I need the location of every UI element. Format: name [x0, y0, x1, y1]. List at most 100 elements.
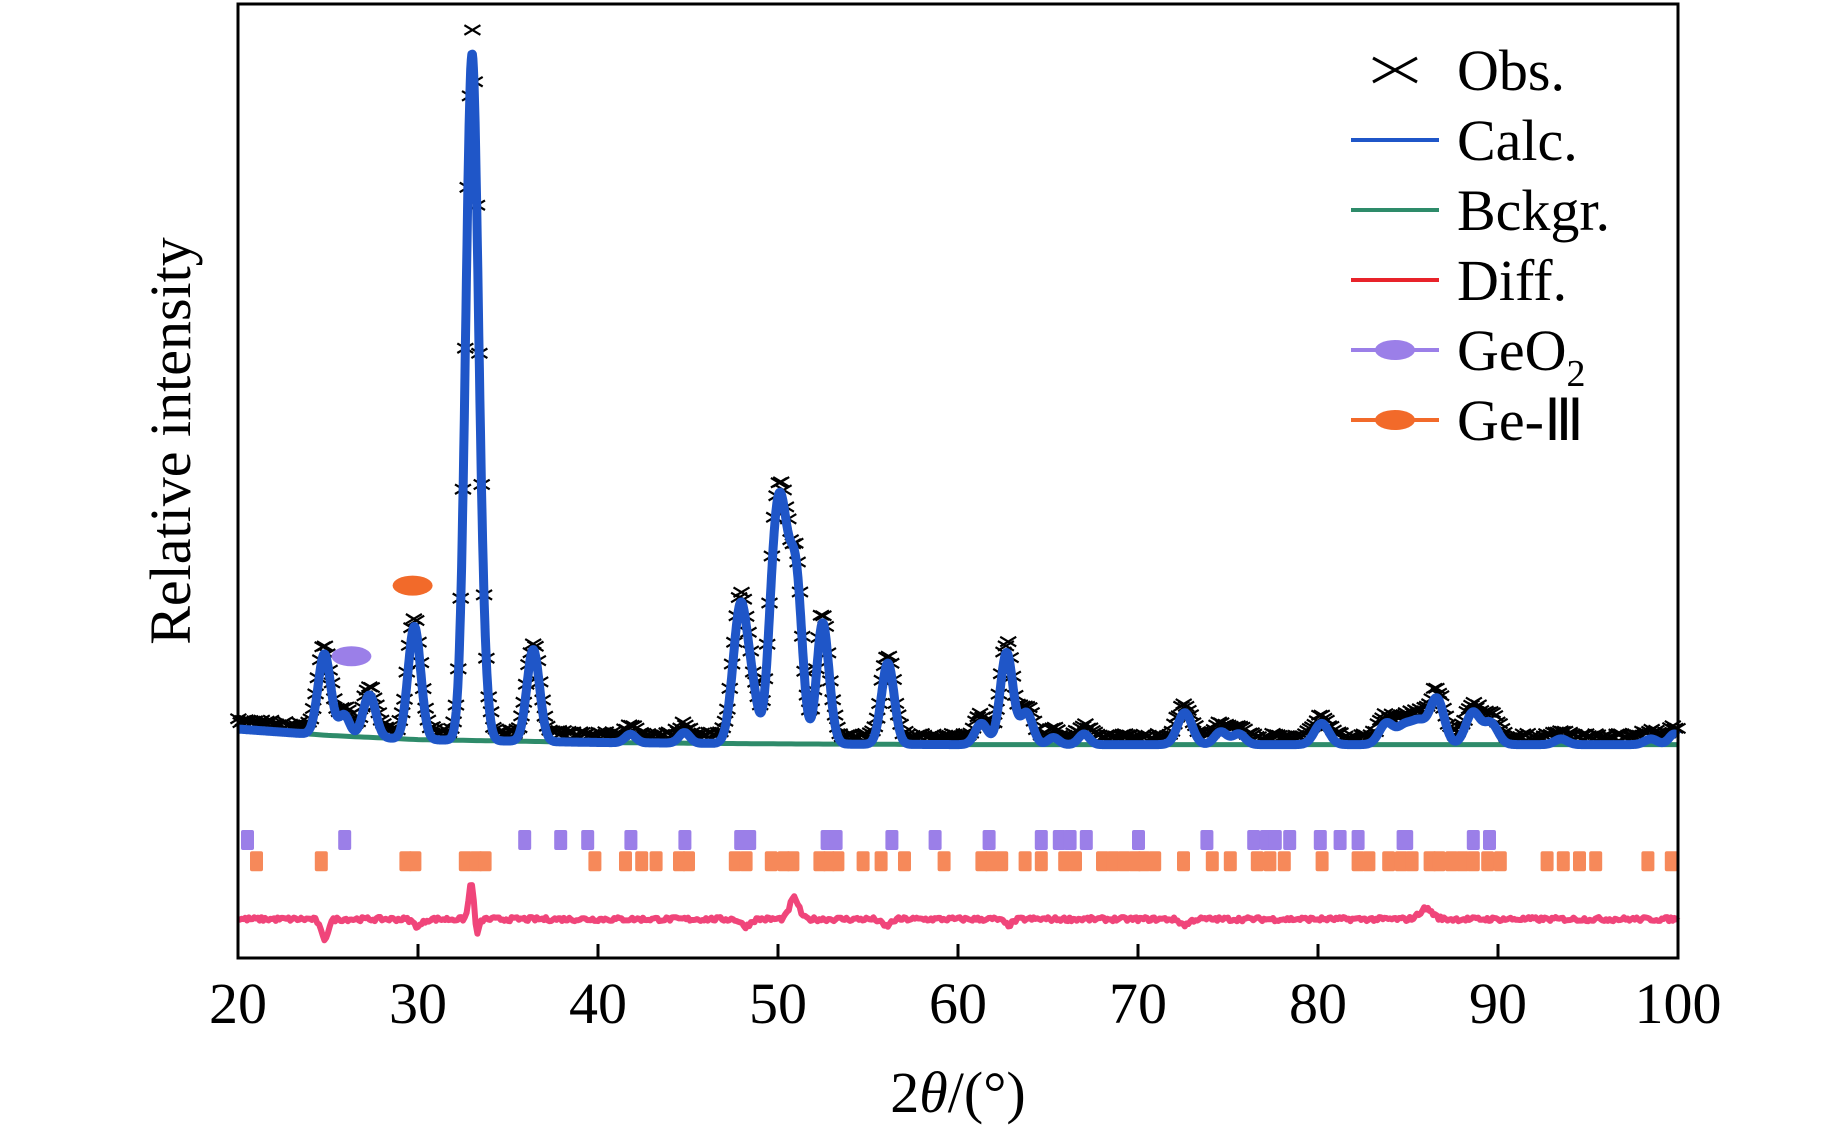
reflection-tick	[1148, 851, 1162, 872]
x-tick-label: 80	[1289, 971, 1347, 1036]
reflection-tick	[1283, 830, 1297, 850]
reflection-tick	[1106, 851, 1120, 872]
legend-label: Diff.	[1457, 248, 1567, 313]
reflection-tick	[649, 851, 663, 872]
phase-annotation-layer	[331, 575, 433, 667]
reflection-tick	[829, 830, 843, 850]
x-title-suffix: /(°)	[948, 1060, 1026, 1125]
reflection-ticks-ge-	[250, 851, 1678, 872]
reflection-tick	[314, 851, 328, 872]
reflection-tick	[250, 851, 263, 872]
reflection-tick	[1664, 851, 1678, 872]
reflection-tick	[1079, 830, 1093, 850]
x-tick-label: 30	[389, 971, 447, 1036]
reflection-tick	[739, 851, 753, 872]
reflection-tick	[1313, 830, 1327, 850]
x-tick-label: 40	[569, 971, 627, 1036]
legend-entry: Diff.	[1351, 248, 1567, 313]
reflection-tick	[995, 851, 1009, 872]
reflection-tick	[984, 851, 998, 872]
reflection-tick	[1018, 851, 1032, 872]
reflection-tick	[874, 851, 888, 872]
legend-ellipse-icon	[1375, 340, 1415, 360]
x-axis: 20 30 40 50 60 70 80 90 100	[209, 944, 1722, 1036]
reflection-tick	[241, 830, 254, 850]
legend-label-main: GeO	[1457, 318, 1567, 383]
observed-point	[999, 635, 1017, 648]
reflection-tick	[1052, 830, 1066, 850]
reflection-tick	[1445, 851, 1459, 872]
observed-point	[463, 24, 481, 36]
difference-curve	[236, 882, 1681, 944]
phase-marker-ge-	[392, 575, 433, 596]
reflection-tick	[856, 851, 870, 872]
legend-label-main: Calc.	[1457, 108, 1578, 173]
reflection-tick	[458, 851, 472, 872]
reflection-tick	[1200, 830, 1214, 850]
reflection-tick	[728, 851, 742, 872]
reflection-tick	[1333, 830, 1347, 850]
reflection-tick	[1137, 851, 1151, 872]
reflection-tick	[1382, 851, 1396, 872]
legend-label-subscript: 2	[1567, 353, 1586, 395]
reflection-tick	[1556, 851, 1570, 872]
reflection-tick	[518, 830, 532, 850]
reflection-tick	[1589, 851, 1603, 872]
reflection-tick	[1250, 851, 1264, 872]
legend-label-main: Ge-Ⅲ	[1457, 388, 1584, 453]
reflection-tick	[1277, 851, 1291, 872]
reflection-tick	[1466, 851, 1480, 872]
legend-label: Calc.	[1457, 108, 1578, 173]
observed-point	[674, 716, 692, 728]
reflection-tick	[1205, 851, 1219, 872]
legend-entry: GeO2	[1351, 318, 1586, 395]
reflection-tick	[1483, 830, 1496, 850]
reflection-tick	[1063, 830, 1077, 850]
legend-entry: Obs.	[1372, 38, 1565, 103]
reflection-tick	[1351, 851, 1365, 872]
x-tick-label: 70	[1109, 971, 1167, 1036]
reflection-tick	[1493, 851, 1507, 872]
reflection-tick	[1177, 851, 1190, 872]
legend-label: GeO2	[1457, 318, 1586, 395]
reflection-tick	[1394, 851, 1408, 872]
legend-x-icon	[1372, 56, 1418, 84]
reflection-tick	[1481, 851, 1495, 872]
observed-point	[1484, 706, 1502, 719]
legend-label-main: Obs.	[1457, 38, 1565, 103]
reflection-tick	[554, 830, 568, 850]
reflection-tick	[743, 830, 757, 850]
reflection-tick	[1641, 851, 1655, 872]
calculated-curve-layer	[234, 49, 1682, 750]
reflection-tick	[624, 830, 638, 850]
reflection-tick	[764, 851, 778, 872]
reflection-tick	[682, 851, 695, 872]
reflection-tick	[885, 830, 899, 850]
reflection-tick	[1117, 851, 1131, 872]
reflection-tick	[982, 830, 996, 850]
legend-label: Bckgr.	[1457, 178, 1610, 243]
reflection-tick	[635, 851, 649, 872]
reflection-tick	[1315, 851, 1329, 872]
y-axis-title: Relative intensity	[138, 237, 203, 645]
x-tick-label: 100	[1635, 971, 1722, 1036]
legend-label: Ge-Ⅲ	[1457, 388, 1584, 453]
legend-label-main: Bckgr.	[1457, 178, 1610, 243]
reflection-tick	[1034, 830, 1048, 850]
reflection-tick	[1351, 830, 1365, 850]
reflection-tick	[1405, 851, 1419, 872]
calculated-curve	[234, 49, 1682, 750]
reflection-ticks-geo2	[241, 830, 1496, 850]
reflection-tick	[1466, 830, 1480, 850]
x-tick-label: 50	[749, 971, 807, 1036]
legend-label: Obs.	[1457, 38, 1565, 103]
reflection-tick	[619, 851, 632, 872]
reflection-tick	[831, 851, 845, 872]
reflection-tick	[408, 851, 422, 872]
reflection-tick	[898, 851, 911, 872]
reflection-tick	[1096, 851, 1109, 872]
observed-point	[337, 701, 355, 713]
legend-ellipse-icon	[1375, 410, 1415, 430]
